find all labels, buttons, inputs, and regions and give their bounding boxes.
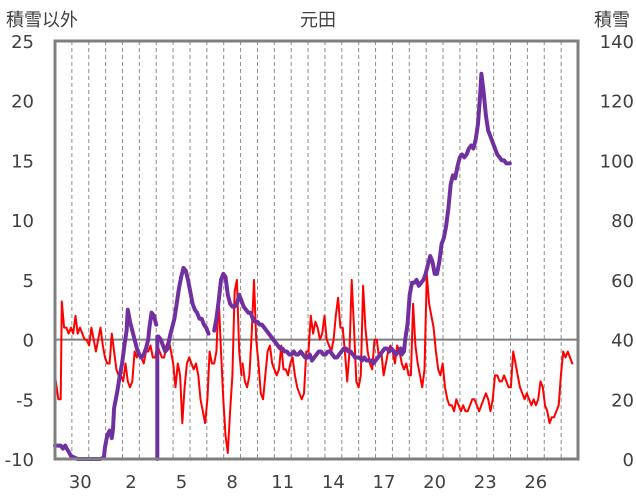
- left-y-tick-label: 5: [23, 271, 34, 292]
- chart-title: 元田: [300, 10, 336, 31]
- left-y-tick-label: 0: [23, 331, 34, 352]
- x-tick-label: 14: [322, 472, 345, 493]
- left-y-axis: -10 -5 0 5 10 15 20 25: [5, 32, 34, 471]
- right-y-tick-label: 60: [611, 271, 634, 292]
- left-y-tick-label: -10: [5, 450, 34, 471]
- right-y-tick-label: 20: [611, 390, 634, 411]
- x-tick-label: 5: [176, 472, 187, 493]
- red-series-line: [241, 272, 574, 425]
- x-tick-label: 8: [226, 472, 237, 493]
- purple-series-line: [156, 265, 211, 354]
- x-tick-label: 11: [271, 472, 294, 493]
- right-y-tick-label: 0: [623, 450, 634, 471]
- left-y-tick-label: 20: [11, 92, 34, 113]
- left-y-tick-label: 25: [11, 32, 34, 53]
- x-tick-label: 17: [373, 472, 396, 493]
- right-y-tick-label: 40: [611, 331, 634, 352]
- right-y-tick-label: 80: [611, 211, 634, 232]
- x-axis: 30 2 5 8 11 14 17 20 23 26: [69, 472, 547, 493]
- purple-series-line: [53, 307, 159, 461]
- x-tick-label: 2: [125, 472, 136, 493]
- right-y-tick-label: 100: [600, 151, 634, 172]
- right-y-tick-label: 140: [600, 32, 634, 53]
- x-tick-label: 23: [474, 472, 497, 493]
- red-series-line: [54, 278, 243, 454]
- left-y-tick-label: -5: [16, 390, 34, 411]
- left-y-tick-label: 15: [11, 151, 34, 172]
- plot-frame: [53, 39, 580, 461]
- x-tick-label: 30: [69, 472, 92, 493]
- x-tick-label: 20: [423, 472, 446, 493]
- right-y-axis: 0 20 40 60 80 100 120 140: [600, 32, 634, 471]
- x-tick-label: 26: [524, 472, 547, 493]
- right-y-tick-label: 120: [600, 92, 634, 113]
- series-lines: [53, 71, 574, 461]
- left-y-tick-label: 10: [11, 211, 34, 232]
- left-axis-title: 積雪以外: [6, 10, 78, 31]
- purple-series-line: [212, 71, 512, 366]
- right-axis-title: 積雪: [594, 10, 630, 31]
